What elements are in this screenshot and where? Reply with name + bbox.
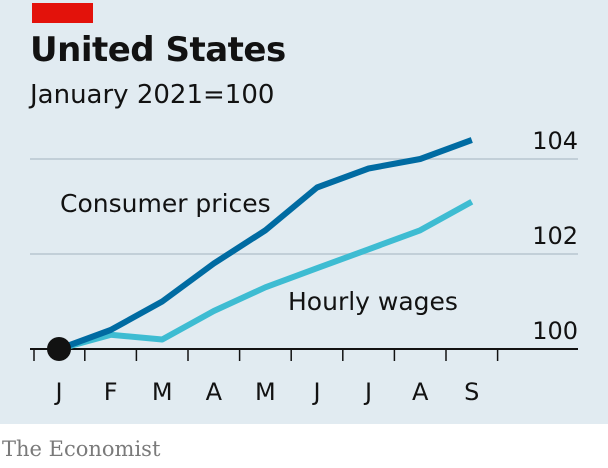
x-tick-label-2: M xyxy=(152,378,173,406)
y-tick-label-102: 102 xyxy=(532,222,578,250)
x-tick-label-8: S xyxy=(464,378,479,406)
x-tick-label-1: F xyxy=(104,378,118,406)
x-tick-label-6: J xyxy=(363,378,372,406)
chart-title: United States xyxy=(30,30,286,70)
line-chart: 100 102 104 J F M A M J J A S Consumer prices Hourly … xyxy=(30,127,578,406)
source-label: The Economist xyxy=(2,437,161,461)
red-tag xyxy=(32,3,93,23)
x-tick-label-0: J xyxy=(53,378,62,406)
series-line-consumer-prices xyxy=(57,137,473,352)
series-line-hourly-wages xyxy=(58,199,474,352)
y-tick-label-104: 104 xyxy=(532,127,578,155)
x-tick-label-4: M xyxy=(255,378,276,406)
chart-subtitle: January 2021=100 xyxy=(30,80,275,110)
x-tick-label-3: A xyxy=(206,378,223,406)
x-tick-label-7: A xyxy=(412,378,429,406)
series-label-hourly-wages: Hourly wages xyxy=(288,287,458,316)
series-label-consumer-prices: Consumer prices xyxy=(60,189,271,218)
y-tick-label-100: 100 xyxy=(532,317,578,345)
x-tick-label-5: J xyxy=(311,378,320,406)
start-point-marker xyxy=(47,337,71,361)
chart-panel xyxy=(0,0,608,424)
